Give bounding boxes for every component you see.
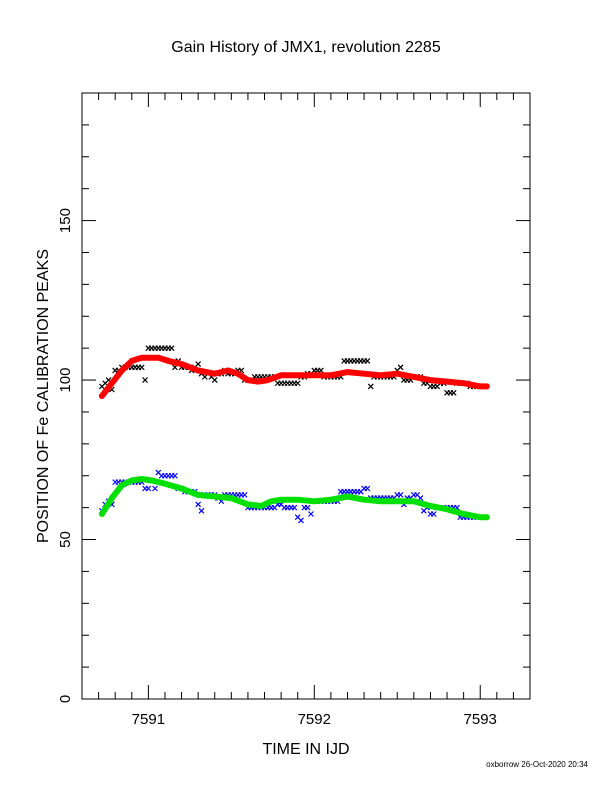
plot-frame bbox=[81, 92, 531, 700]
upper-fit-line bbox=[98, 354, 490, 399]
tick-labels: 0 50 100 150 7591 7592 7593 bbox=[57, 208, 497, 728]
lower-points-point bbox=[198, 507, 205, 514]
upper-points-point bbox=[367, 383, 374, 390]
upper-points-point bbox=[195, 361, 202, 368]
x-tick-label: 7591 bbox=[132, 711, 165, 728]
lower-points-point bbox=[430, 511, 437, 517]
upper-points-point bbox=[450, 389, 457, 396]
lower-points-point bbox=[298, 517, 304, 524]
upper-points-series bbox=[98, 345, 487, 396]
upper-points-point bbox=[168, 345, 175, 352]
upper-points-point bbox=[142, 377, 148, 383]
x-tick-label: 7593 bbox=[464, 711, 497, 728]
x-axis-label: TIME IN IJD bbox=[262, 741, 349, 758]
upper-points-point bbox=[294, 380, 301, 387]
lower-points-point bbox=[145, 485, 152, 492]
lower-fit-line bbox=[98, 475, 490, 521]
lower-points-point bbox=[304, 504, 311, 511]
lower-points-point bbox=[171, 472, 178, 479]
axis-ticks bbox=[81, 92, 531, 700]
lower-points-point bbox=[291, 504, 298, 511]
lower-points-point bbox=[152, 485, 158, 492]
data-series bbox=[98, 345, 490, 524]
lower-points-point bbox=[195, 501, 202, 508]
upper-points-point bbox=[318, 367, 324, 374]
chart-title: Gain History of JMX1, revolution 2285 bbox=[171, 39, 441, 56]
lower-points-point bbox=[364, 485, 371, 492]
y-tick-label: 100 bbox=[57, 368, 74, 393]
lower-points-point bbox=[397, 491, 404, 498]
upper-points-point bbox=[211, 377, 218, 383]
footer-credit: oxborrow 26-Oct-2020 20:34 bbox=[486, 760, 588, 769]
x-tick-label: 7592 bbox=[298, 711, 331, 728]
upper-points-point bbox=[397, 364, 404, 371]
y-axis-label: POSITION OF Fe CALIBRATION PEAKS bbox=[35, 249, 52, 543]
upper-points-point bbox=[138, 364, 145, 371]
lower-points-series bbox=[98, 469, 487, 524]
upper-fit-series bbox=[98, 354, 490, 399]
y-tick-label: 0 bbox=[57, 695, 74, 703]
y-tick-label: 50 bbox=[57, 531, 74, 548]
lower-points-point bbox=[308, 511, 314, 517]
lower-fit-series bbox=[98, 475, 490, 521]
upper-points-point bbox=[364, 357, 371, 364]
y-tick-label: 150 bbox=[57, 208, 74, 233]
lower-points-point bbox=[241, 491, 248, 498]
